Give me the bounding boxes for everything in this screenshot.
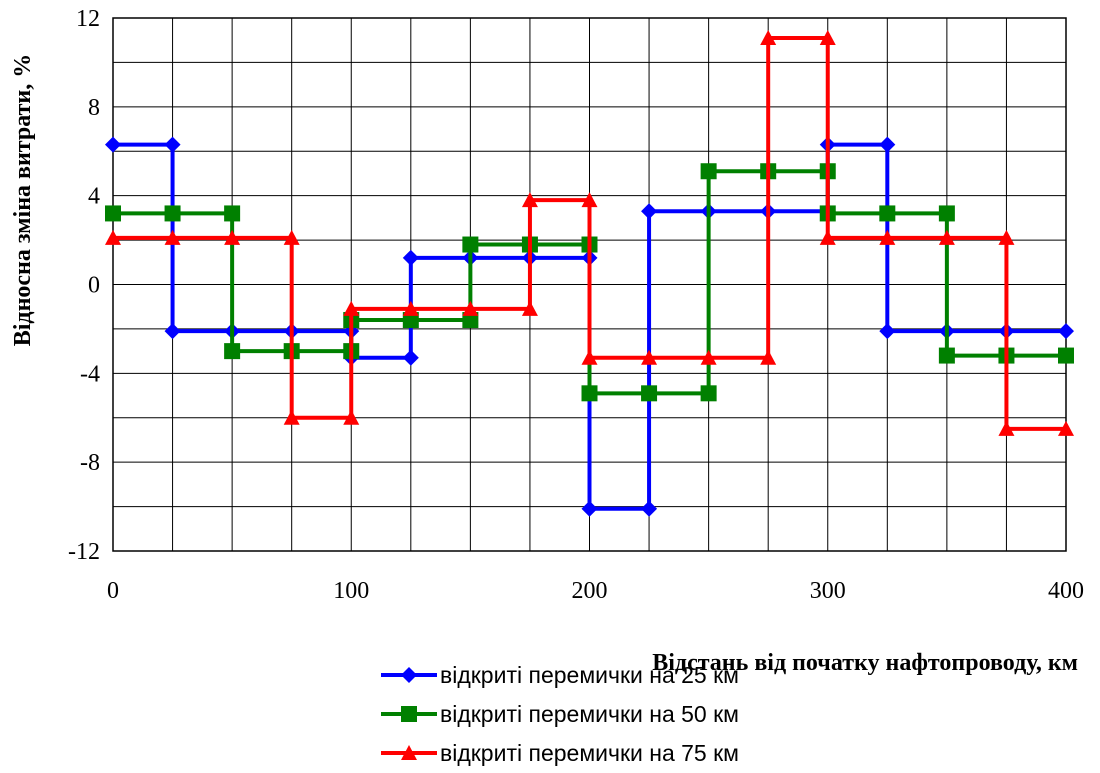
data-point-square [1058,347,1074,364]
series-1 [105,136,1074,517]
data-point-diamond [641,500,658,517]
data-point-square [938,205,955,222]
data-point-diamond [641,203,658,220]
data-point-triangle [283,229,300,245]
legend-item-3: відкриті перемички на 75 км [381,740,739,766]
y-tick-label: 12 [76,6,100,32]
y-tick-label: -8 [80,450,100,476]
data-point-triangle [224,229,241,245]
data-point-triangle [938,229,955,245]
data-point-square [462,312,479,329]
data-point-diamond [402,249,419,266]
data-point-diamond [164,136,181,153]
data-point-triangle [521,192,538,208]
data-point-triangle [343,409,360,425]
y-tick-label: -12 [68,539,100,565]
data-point-triangle [819,229,836,245]
data-point-triangle [164,229,181,245]
x-tick-label: 400 [1048,578,1084,604]
data-point-square [402,312,419,329]
x-tick-label: 200 [572,578,608,604]
data-point-triangle [760,29,777,45]
series-layer [105,29,1074,517]
series-line [113,35,1066,431]
data-point-square [879,205,896,222]
data-point-square [401,706,417,722]
x-axis-title: Відстань від початку нафтопроводу, км [652,650,1078,676]
legend-label: відкриті перемички на 25 км [440,662,739,688]
data-point-square [224,205,241,222]
y-tick-label: -4 [80,361,100,387]
y-tick-label: 0 [88,273,100,299]
legend-label: відкриті перемички на 75 км [440,740,739,766]
x-tick-labels: 0 100 200 300 400 [107,578,1084,604]
data-point-triangle [283,409,300,425]
data-point-diamond [105,136,121,153]
legend: відкриті перемички на 25 км відкриті пере… [381,662,739,766]
plot-frame [112,17,1067,552]
data-point-triangle [1058,420,1074,436]
x-tick-label: 300 [810,578,846,604]
legend-item-2: відкриті перемички на 50 км [381,701,739,727]
y-tick-label: 8 [88,95,100,121]
data-point-diamond [879,323,896,340]
data-point-square [641,385,658,402]
legend-label: відкриті перемички на 50 км [440,701,739,727]
data-point-square [700,163,717,180]
data-point-triangle [700,349,717,365]
data-point-diamond [164,323,181,340]
data-point-diamond [402,349,419,366]
data-point-triangle [105,229,121,245]
data-point-square [700,385,717,402]
data-point-triangle [819,29,836,45]
data-point-triangle [581,192,598,208]
data-point-triangle [581,349,598,365]
data-point-triangle [462,300,479,316]
y-tick-label: 4 [88,184,100,210]
x-tick-label: 100 [333,578,369,604]
series-3 [105,29,1074,436]
data-point-diamond [401,667,417,683]
data-point-diamond [879,136,896,153]
data-point-square [581,385,598,402]
data-point-triangle [879,229,896,245]
x-tick-label: 0 [107,578,119,604]
y-axis-title: Відносна зміна витрати, % [10,54,36,347]
data-point-square [105,205,121,222]
data-point-triangle [641,349,658,365]
data-point-square [938,347,955,364]
data-point-square [462,236,479,253]
data-point-triangle [343,300,360,316]
data-point-triangle [521,300,538,316]
data-point-triangle [998,420,1015,436]
data-point-square [224,343,241,360]
legend-item-1: відкриті перемички на 25 км [381,662,739,688]
data-point-triangle [760,349,777,365]
data-point-triangle [401,745,417,760]
data-point-diamond [1058,323,1074,340]
data-point-square [164,205,181,222]
data-point-diamond [581,500,598,517]
y-tick-labels: 12 8 4 0 -4 -8 -12 [68,6,100,565]
data-point-triangle [998,229,1015,245]
data-point-triangle [402,300,419,316]
